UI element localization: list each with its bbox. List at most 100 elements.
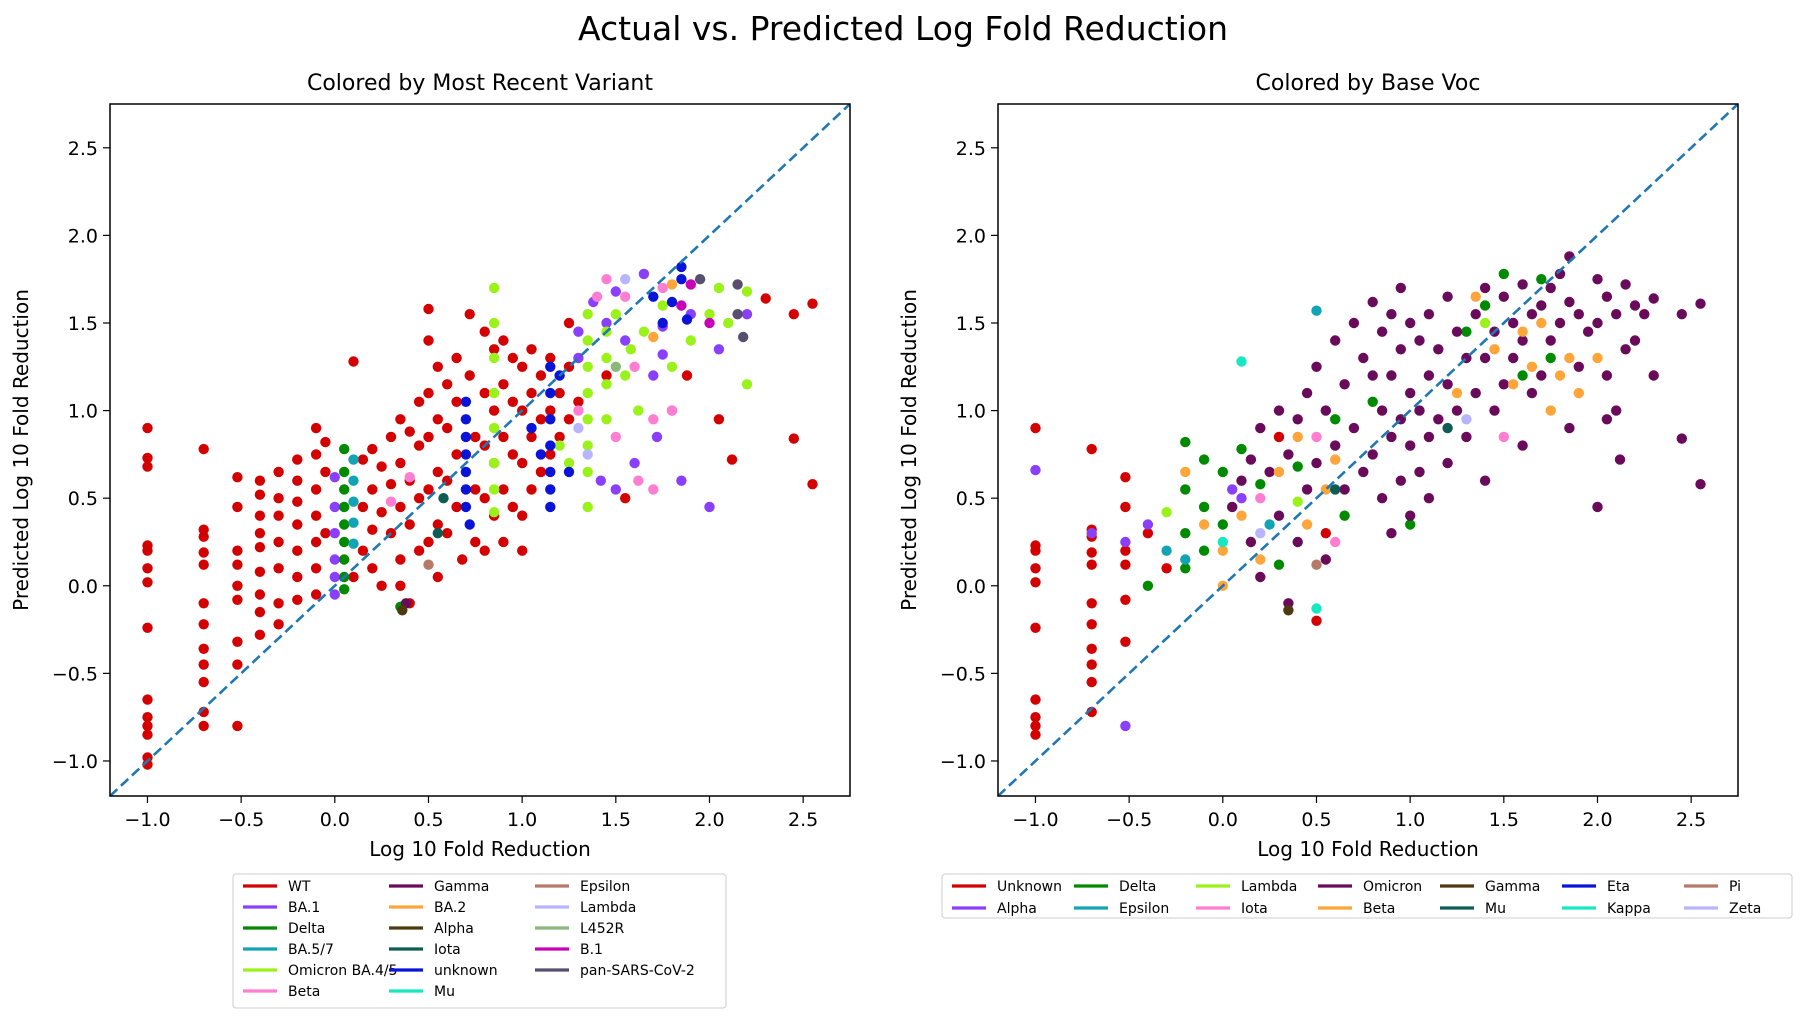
chart0-legend-label: L452R [580,921,625,937]
chart0-legend-item-delta: Delta [243,921,325,937]
chart0-point [367,563,378,574]
chart1-point [1611,405,1622,416]
chart1-point [1367,370,1378,381]
chart0-point [488,422,500,434]
chart1-point [1030,563,1041,574]
chart1-point [1198,519,1210,530]
chart1-point [1086,676,1097,688]
chart1-point [1508,352,1519,364]
chart1-point [1536,274,1547,285]
chart1-point [1030,720,1041,732]
chart0-point [648,331,659,343]
chart1-point [1198,545,1210,556]
chart0-point [385,431,397,443]
chart0-point [610,286,621,297]
chart0-point [488,507,500,518]
chart0-point [460,484,472,495]
chart1-point [1301,387,1313,399]
chart0-point [788,433,799,444]
chart0-point [376,580,387,591]
chart1-point [1255,493,1266,504]
chart1-point [1620,279,1631,290]
chart0-point [545,361,556,372]
chart1-point [1311,615,1322,626]
chart0-point [517,545,528,556]
chart0-point [198,619,209,630]
chart1-point [1255,554,1266,565]
chart0-point [676,274,687,285]
chart1-point [1301,519,1313,530]
chart0-point [142,577,153,588]
chart1-point [1120,536,1131,548]
chart1-point [1517,335,1528,346]
chart0-point [488,405,500,416]
chart0-point [254,528,266,539]
chart1-point [1292,414,1303,425]
chart1-point [1573,361,1585,372]
chart0-point [526,387,537,399]
chart0-point [348,571,359,583]
chart0-point [488,484,500,495]
chart0-point [142,452,153,464]
chart0-point [479,493,490,504]
chart0-point [198,531,209,542]
chart1-legend-label: Zeta [1729,901,1761,917]
chart0-point [498,536,509,548]
chart1-ytick-label: 0.0 [956,576,986,598]
chart0-xtick-label: 2.0 [694,809,724,831]
chart0-point [292,454,303,465]
chart1-point [1592,317,1603,329]
chart0-point [741,379,753,390]
chart1-point [1142,528,1154,539]
chart0-point [442,528,453,539]
chart1-point [1526,309,1538,320]
chart0-point [633,475,644,486]
chart1-point [1433,344,1444,355]
chart1-legend-label: Iota [1241,901,1268,917]
chart0-series-ba-2 [648,279,678,343]
chart1-ytick-label: −0.5 [940,663,986,685]
chart0-point [498,484,509,495]
chart0-legend-label: Lambda [580,900,636,916]
chart0-point [376,461,387,472]
chart1-point [1030,464,1041,476]
chart1-point [1030,729,1041,740]
chart1-point [1414,466,1425,478]
chart0-legend-item-omicron-ba-4-5: Omicron BA.4/5 [243,963,398,979]
chart0-legend-frame [232,873,727,1009]
chart1-point [1255,479,1266,490]
chart1-point [1311,431,1322,443]
chart0-legend-label: Iota [434,942,461,958]
chart1-point [1311,559,1322,570]
chart0-point [507,449,518,460]
figure-title: Actual vs. Predicted Log Fold Reduction [578,9,1228,48]
chart0-point [423,387,434,399]
chart1-point [1592,352,1603,364]
chart1-point [1405,510,1416,521]
chart0-point [545,440,556,451]
chart0-point [367,443,378,455]
chart0-point [273,563,284,574]
chart0-point [488,317,500,329]
chart1-point [1236,493,1247,504]
chart1-legend-label: Delta [1119,879,1156,895]
chart0-point [535,449,547,460]
chart1-point [1498,379,1510,390]
chart1-point [1180,528,1191,539]
chart1-point [1348,422,1360,434]
chart0-point [563,317,575,329]
chart0-point [292,545,303,556]
chart0-point [232,636,243,647]
chart0-point [713,282,725,294]
chart0-point [620,370,631,381]
chart0-point [681,314,693,325]
chart1-legend-item-pi: Pi [1684,879,1741,895]
chart1-point [1629,300,1641,311]
chart0-point [348,356,359,367]
chart1-point [1320,405,1332,416]
chart0-point [788,309,799,320]
chart1-point [1442,291,1453,302]
chart0-point [329,528,340,539]
chart1-point [1142,519,1154,530]
chart0-point [704,317,715,329]
